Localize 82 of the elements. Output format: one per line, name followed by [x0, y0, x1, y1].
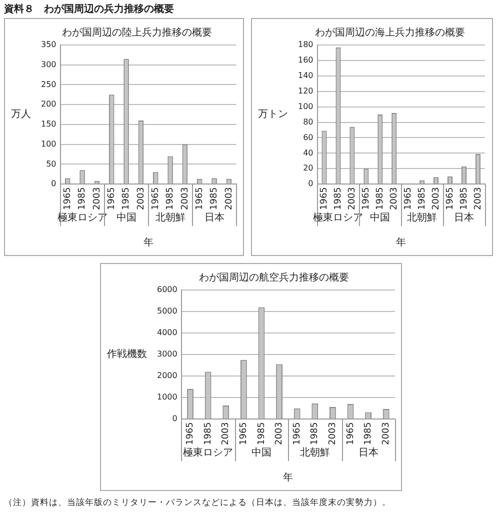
text: 中国	[251, 446, 272, 459]
x-axis-title: 年	[283, 472, 294, 484]
chart-title: わが国周辺の航空兵力推移の概要	[199, 272, 349, 284]
x-tick-label: 2003	[136, 187, 146, 210]
x-tick-label: 1965	[62, 187, 73, 210]
y-tick-label: 80	[303, 117, 314, 126]
x-tick-label: 1985	[203, 422, 214, 445]
x-tick-label: 2003	[431, 187, 442, 210]
y-tick-label: 100	[298, 102, 314, 111]
y-axis-title: 万人	[11, 109, 31, 120]
y-tick-label: 140	[298, 70, 314, 80]
x-tick-label: 1965	[445, 187, 456, 210]
x-tick-label: 2003	[224, 187, 234, 210]
x-axis-title: 年	[396, 236, 406, 249]
y-tick-label: 200	[40, 100, 56, 109]
x-tick-label: 1965	[239, 422, 250, 445]
y-tick-label: 350	[40, 40, 56, 50]
chart-title: わが国周辺の海上兵力推移の概要	[315, 26, 465, 39]
chart-title: わが国周辺の陸上兵力推移の概要	[62, 26, 212, 39]
x-tick-label: 1985	[364, 422, 374, 445]
x-tick-label: 2003	[348, 187, 358, 210]
x-axis-title: 年	[143, 236, 154, 249]
y-tick-label: 40	[303, 148, 314, 158]
text: 資料８ わが国周辺の兵力推移の概要	[4, 2, 174, 16]
y-tick-label: 100	[40, 139, 56, 148]
x-tick-label: 1965	[150, 187, 161, 210]
text: 日本	[358, 446, 378, 459]
y-tick-label: 180	[298, 40, 314, 50]
y-tick-label: 0	[172, 414, 178, 424]
y-tick-label: 6000	[157, 285, 178, 294]
y-tick-label: 4000	[157, 328, 178, 338]
x-tick-label: 1965	[194, 187, 205, 210]
y-tick-label: 2000	[157, 371, 178, 380]
x-tick-label: 1965	[292, 422, 302, 445]
y-tick-label: 5000	[157, 306, 178, 316]
text: 極東ロシア	[183, 446, 234, 459]
x-tick-label: 1985	[78, 187, 88, 210]
text: 北朝鮮	[407, 212, 438, 224]
x-tick-label: 1985	[256, 422, 267, 445]
x-tick-label: 1985	[375, 187, 386, 210]
x-tick-label: 1985	[310, 422, 320, 445]
x-tick-label: 1965	[320, 187, 330, 210]
x-tick-label: 2003	[221, 422, 232, 445]
x-tick-label: 1985	[459, 187, 470, 210]
y-tick-label: 120	[298, 86, 314, 96]
text: 中国	[370, 212, 390, 224]
text: 北朝鮮	[155, 212, 186, 224]
x-tick-label: 2003	[381, 422, 392, 445]
x-tick-label: 1985	[122, 187, 132, 210]
y-tick-label: 150	[40, 120, 56, 129]
y-tick-label: 60	[303, 132, 314, 142]
x-tick-label: 1985	[210, 187, 220, 210]
y-tick-label: 160	[298, 56, 314, 65]
x-tick-label: 2003	[328, 422, 338, 445]
text: 日本	[204, 212, 224, 224]
x-tick-label: 2003	[92, 187, 102, 210]
x-tick-label: 1965	[106, 187, 117, 210]
x-tick-label: 1965	[346, 422, 356, 445]
x-tick-label: 2003	[180, 187, 190, 210]
y-tick-label: 0	[51, 179, 56, 188]
y-tick-label: 250	[40, 80, 56, 89]
y-tick-label: 300	[40, 60, 56, 69]
text: 中国	[116, 212, 136, 224]
y-axis-title: 万トン	[258, 109, 288, 120]
x-tick-label: 1985	[334, 187, 344, 210]
text: 北朝鮮	[300, 446, 330, 459]
x-tick-label: 1965	[186, 422, 196, 445]
y-tick-label: 0	[308, 179, 314, 188]
y-tick-label: 50	[46, 159, 56, 168]
text: （注）資料は、当該年版のミリタリー・バランスなどによる（日本は、当該年度末の実勢力）。	[4, 497, 391, 509]
y-axis-title: 作戦機数	[106, 348, 147, 360]
y-tick-label: 1000	[157, 392, 178, 402]
text: 日本	[454, 212, 474, 224]
x-tick-label: 2003	[274, 422, 285, 445]
x-tick-label: 1965	[403, 187, 414, 210]
x-tick-label: 2003	[389, 187, 400, 210]
y-tick-label: 20	[303, 164, 314, 173]
x-tick-label: 1985	[166, 187, 176, 210]
x-tick-label: 1965	[362, 187, 372, 210]
y-tick-label: 3000	[157, 350, 178, 359]
x-tick-label: 1985	[417, 187, 428, 210]
x-tick-label: 2003	[473, 187, 484, 210]
